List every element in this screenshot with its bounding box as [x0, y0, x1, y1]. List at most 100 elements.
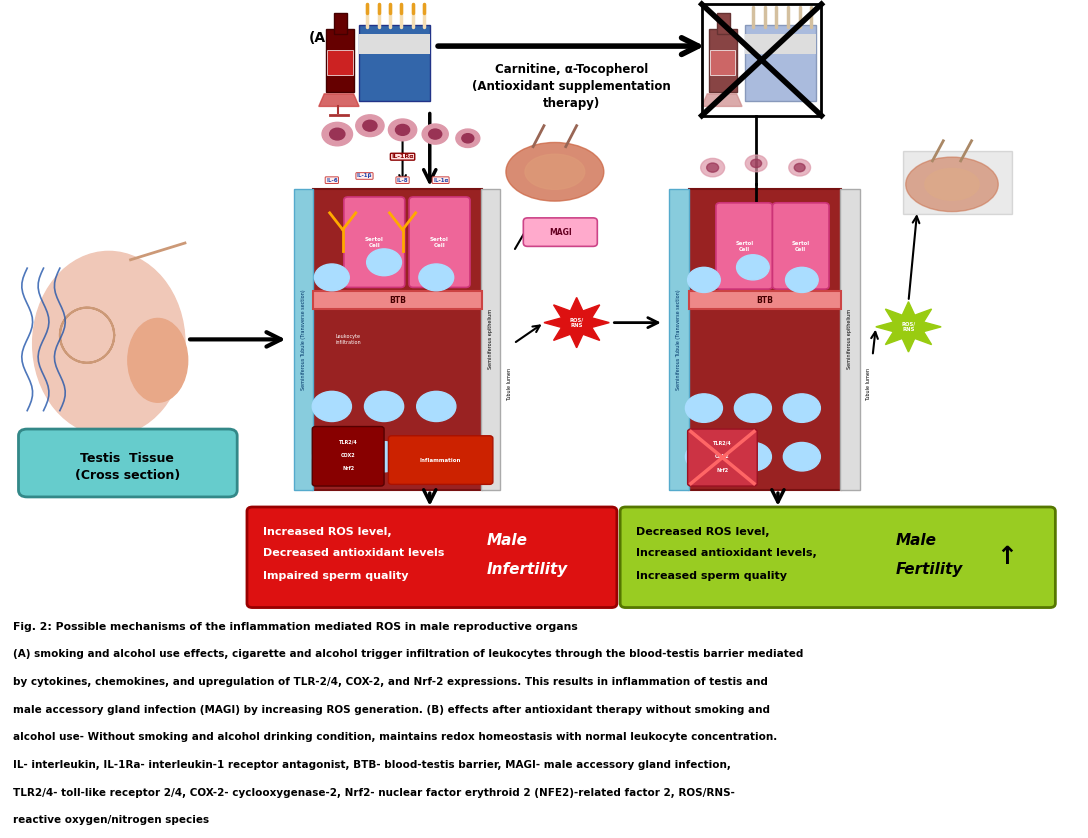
Circle shape [388, 119, 417, 141]
Ellipse shape [33, 251, 185, 436]
Circle shape [685, 394, 722, 422]
Circle shape [322, 122, 353, 146]
Text: (A) smoking and alcohol use effects, cigarette and alcohol trigger infiltration : (A) smoking and alcohol use effects, cig… [13, 649, 803, 660]
FancyBboxPatch shape [717, 13, 730, 34]
Circle shape [417, 442, 456, 472]
Ellipse shape [526, 154, 585, 189]
Text: Fig. 2: Possible mechanisms of the inflammation mediated ROS in male reproductiv: Fig. 2: Possible mechanisms of the infla… [13, 622, 578, 632]
Circle shape [429, 129, 442, 139]
Text: (B): (B) [793, 31, 817, 44]
Circle shape [701, 158, 725, 177]
Text: Sertol
Cell: Sertol Cell [364, 237, 384, 247]
Text: ROS/
RNS: ROS/ RNS [570, 318, 583, 328]
FancyBboxPatch shape [481, 189, 500, 490]
Text: Decreased ROS level,: Decreased ROS level, [636, 527, 770, 537]
FancyBboxPatch shape [313, 291, 482, 309]
FancyBboxPatch shape [326, 29, 354, 92]
FancyBboxPatch shape [745, 34, 816, 54]
Circle shape [789, 159, 811, 176]
FancyBboxPatch shape [388, 436, 493, 484]
FancyBboxPatch shape [313, 189, 482, 490]
FancyBboxPatch shape [312, 427, 384, 486]
Circle shape [362, 121, 378, 132]
Text: TLR2/4: TLR2/4 [713, 441, 732, 446]
Ellipse shape [905, 158, 999, 211]
Text: IL-1α: IL-1α [433, 178, 448, 183]
FancyBboxPatch shape [359, 25, 430, 101]
FancyBboxPatch shape [344, 197, 405, 287]
Circle shape [312, 442, 351, 472]
Text: Increased ROS level,: Increased ROS level, [263, 527, 392, 537]
Text: COX2: COX2 [341, 453, 356, 458]
Text: IL-1β: IL-1β [357, 173, 372, 178]
FancyBboxPatch shape [327, 50, 353, 75]
Polygon shape [876, 302, 941, 352]
Text: Tubule lumen: Tubule lumen [507, 368, 511, 401]
Circle shape [707, 163, 718, 173]
FancyBboxPatch shape [294, 189, 313, 490]
Ellipse shape [128, 318, 188, 402]
FancyBboxPatch shape [409, 197, 470, 287]
Polygon shape [544, 297, 609, 348]
Circle shape [396, 124, 409, 135]
Text: Seminiferous Tubule (Transverse section): Seminiferous Tubule (Transverse section) [301, 289, 306, 390]
Circle shape [462, 134, 474, 143]
Text: Male: Male [895, 533, 937, 548]
Text: Nrf2: Nrf2 [716, 468, 729, 473]
FancyBboxPatch shape [689, 189, 841, 490]
FancyBboxPatch shape [247, 507, 617, 608]
Text: Seminiferous epithelium: Seminiferous epithelium [489, 309, 493, 370]
FancyBboxPatch shape [359, 34, 430, 54]
Circle shape [367, 249, 401, 276]
FancyBboxPatch shape [688, 429, 757, 486]
FancyBboxPatch shape [334, 13, 347, 34]
FancyBboxPatch shape [772, 203, 829, 289]
FancyBboxPatch shape [710, 50, 735, 75]
Text: Seminiferous Tubule (Transverse section): Seminiferous Tubule (Transverse section) [677, 289, 681, 390]
Text: Sertol
Cell: Sertol Cell [792, 241, 809, 251]
Ellipse shape [925, 168, 979, 200]
Text: Carnitine, α-Tocopherol
(Antioxidant supplementation
therapy): Carnitine, α-Tocopherol (Antioxidant sup… [472, 63, 670, 110]
Circle shape [685, 442, 722, 471]
FancyBboxPatch shape [620, 507, 1055, 608]
Text: Decreased antioxidant levels: Decreased antioxidant levels [263, 548, 445, 558]
FancyBboxPatch shape [669, 189, 689, 490]
Text: MAGI: MAGI [549, 228, 571, 236]
Text: IL-6: IL-6 [326, 178, 337, 183]
Text: Increased antioxidant levels,: Increased antioxidant levels, [636, 548, 817, 558]
Circle shape [734, 394, 771, 422]
FancyBboxPatch shape [903, 151, 1012, 214]
FancyBboxPatch shape [709, 29, 737, 92]
Ellipse shape [506, 142, 604, 201]
Text: IL-1Rα: IL-1Rα [392, 154, 413, 159]
Text: ROS/
RNS: ROS/ RNS [902, 322, 915, 332]
Circle shape [737, 255, 769, 280]
Circle shape [786, 267, 818, 292]
Circle shape [364, 442, 404, 472]
Text: Fertility: Fertility [895, 562, 963, 577]
Circle shape [688, 267, 720, 292]
Polygon shape [319, 94, 359, 106]
Text: BTB: BTB [756, 296, 774, 304]
Text: Impaired sperm quality: Impaired sperm quality [263, 571, 409, 581]
Circle shape [456, 129, 480, 147]
Circle shape [422, 124, 448, 144]
Text: IL- interleukin, IL-1Ra- interleukin-1 receptor antagonist, BTB- blood-testis ba: IL- interleukin, IL-1Ra- interleukin-1 r… [13, 760, 731, 770]
Circle shape [745, 155, 767, 172]
Text: Leukocyte
infiltration: Leukocyte infiltration [335, 334, 361, 344]
Text: Tubule lumen: Tubule lumen [866, 368, 870, 401]
FancyBboxPatch shape [523, 218, 597, 246]
Text: Seminiferous epithelium: Seminiferous epithelium [848, 309, 852, 370]
Circle shape [794, 163, 805, 172]
Circle shape [783, 394, 820, 422]
Text: Nrf2: Nrf2 [342, 466, 355, 471]
Text: Sertol
Cell: Sertol Cell [430, 237, 449, 247]
FancyBboxPatch shape [18, 429, 237, 497]
Circle shape [734, 442, 771, 471]
Circle shape [312, 391, 351, 422]
Text: Infertility: Infertility [486, 562, 568, 577]
Circle shape [417, 391, 456, 422]
Text: (A): (A) [309, 31, 333, 44]
Text: Sertol
Cell: Sertol Cell [735, 241, 753, 251]
Text: IL-8: IL-8 [397, 178, 408, 183]
